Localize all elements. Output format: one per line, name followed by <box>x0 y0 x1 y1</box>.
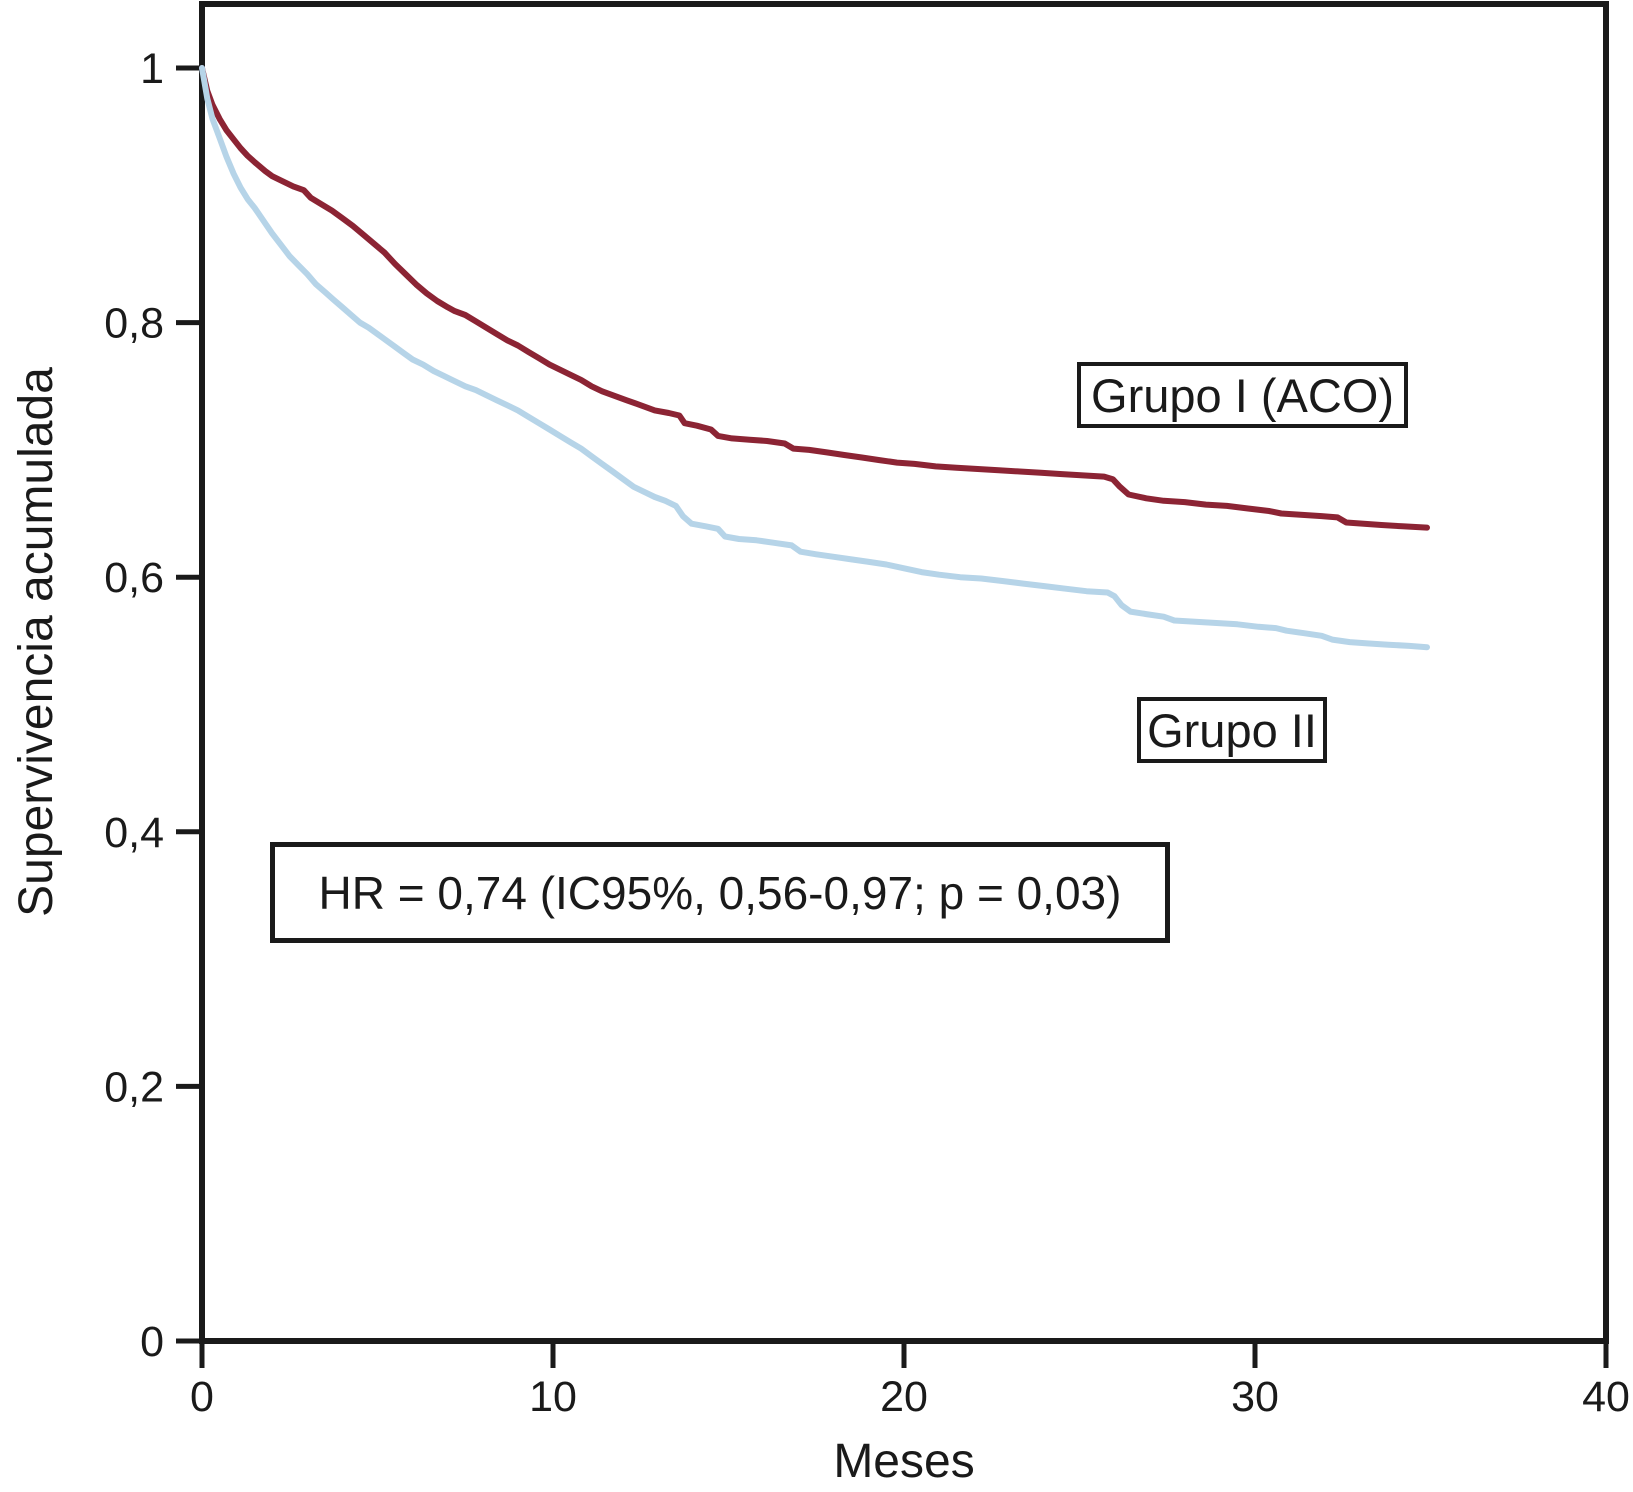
curve-grupo-ii <box>199 65 1430 651</box>
x-tick-label: 20 <box>880 1373 928 1421</box>
hazard-ratio-annotation-box: HR = 0,74 (IC95%, 0,56-0,97; p = 0,03) <box>270 842 1170 943</box>
survival-curves <box>199 65 1430 651</box>
x-axis-title: Meses <box>833 1435 974 1488</box>
group2-label: Grupo II <box>1147 703 1317 757</box>
y-tick-label: 0,8 <box>104 300 164 348</box>
x-tick-label: 0 <box>190 1373 214 1421</box>
curve-grupo-i-aco <box>199 65 1430 531</box>
y-tick-label: 0,2 <box>104 1063 164 1111</box>
y-tick-label: 1 <box>140 45 164 93</box>
y-tick-label: 0 <box>140 1318 164 1366</box>
x-tick-label: 10 <box>529 1373 577 1421</box>
y-axis-title: Supervivencia acumulada <box>10 367 63 917</box>
x-axis-ticks: 0 10 20 30 40 <box>190 1341 1630 1421</box>
y-tick-label: 0,6 <box>104 554 164 602</box>
hazard-ratio-text: HR = 0,74 (IC95%, 0,56-0,97; p = 0,03) <box>318 866 1122 919</box>
y-axis-ticks: 1 0,8 0,6 0,4 0,2 0 <box>104 45 202 1366</box>
group1-label-box: Grupo I (ACO) <box>1077 362 1408 428</box>
plot-frame <box>199 1 1609 1344</box>
x-tick-label: 30 <box>1231 1373 1279 1421</box>
y-tick-label: 0,4 <box>104 809 164 857</box>
x-tick-label: 40 <box>1582 1373 1630 1421</box>
group1-label: Grupo I (ACO) <box>1091 368 1394 422</box>
group2-label-box: Grupo II <box>1137 697 1327 763</box>
